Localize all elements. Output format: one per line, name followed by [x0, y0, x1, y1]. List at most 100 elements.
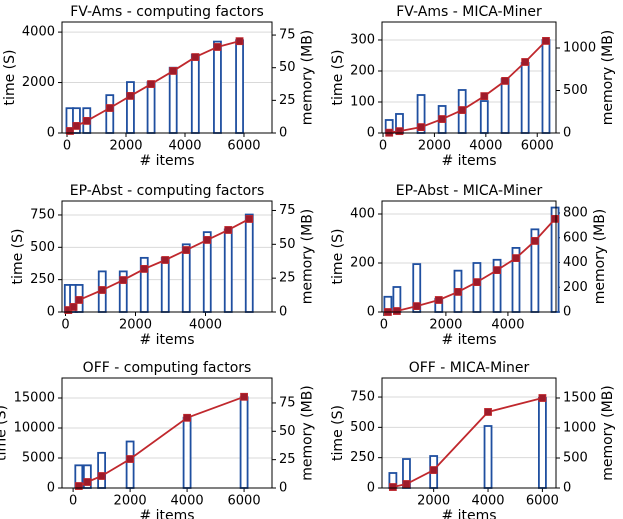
time-marker [213, 43, 222, 51]
bar [479, 100, 489, 134]
y2-tick-label: 200 [563, 280, 588, 295]
subplot: FV-Ams - MICA-Miner 0 100 200 300 0 500 1000 0 20… [330, 4, 616, 169]
time-marker [147, 80, 155, 88]
y2-tick-label: 75 [279, 28, 296, 43]
y-tick-label: 200 [350, 255, 375, 270]
x-tick-label: 0 [380, 318, 388, 333]
y2-tick-label: 25 [279, 452, 296, 467]
time-marker [224, 226, 233, 234]
bar [181, 243, 191, 313]
time-marker [105, 104, 114, 112]
y2-axis-label: memory (MB) [592, 209, 608, 305]
bar [126, 81, 135, 134]
y2-tick-label: 75 [279, 203, 296, 218]
y-tick-label: 250 [350, 450, 375, 465]
time-line [387, 218, 556, 313]
x-tick-label: 4000 [469, 139, 502, 154]
time-marker [245, 215, 254, 223]
x-tick-label: 4000 [171, 494, 204, 509]
time-marker [74, 482, 83, 490]
y2-tick-label: 0 [279, 305, 287, 320]
x-tick-label: 2000 [119, 318, 152, 333]
bar [213, 40, 222, 134]
y2-tick-label: 1500 [563, 390, 596, 405]
time-marker [72, 122, 81, 130]
bar [520, 62, 530, 134]
y-axis-label: time (S) [330, 50, 346, 106]
x-tick-label: 4000 [189, 318, 222, 333]
y-axis-label: time (S) [330, 229, 346, 285]
plot-frame [381, 21, 557, 134]
y-tick-label: 0 [47, 126, 55, 141]
x-tick-label: 4000 [491, 318, 524, 333]
y-tick-label: 500 [30, 240, 55, 255]
y-tick-label: 250 [30, 272, 55, 287]
bar [500, 78, 510, 134]
plot-frame [381, 200, 557, 313]
time-marker [493, 266, 501, 274]
y-axis-label: time (S) [330, 405, 346, 461]
y2-axis-label: memory (MB) [300, 209, 316, 305]
bar [472, 262, 482, 313]
y2-tick-label: 50 [279, 237, 296, 252]
y2-tick-label: 75 [279, 395, 296, 410]
y2-tick-label: 0 [279, 126, 287, 141]
y2-tick-label: 0 [563, 481, 571, 496]
subplot-title: OFF - MICA-Miner [409, 360, 530, 376]
y2-tick-label: 0 [563, 305, 571, 320]
time-marker [521, 58, 530, 66]
time-marker [392, 307, 401, 315]
bar [483, 425, 493, 489]
x-axis-label: # items [441, 153, 496, 169]
time-marker [75, 296, 84, 304]
bar [182, 416, 192, 489]
time-marker [434, 296, 443, 304]
x-tick-label: 6000 [521, 139, 554, 154]
time-marker [512, 254, 520, 262]
x-tick-label: 4000 [168, 139, 201, 154]
x-axis-label: # items [441, 508, 496, 519]
time-marker [388, 483, 397, 491]
y-tick-label: 0 [367, 305, 375, 320]
y-tick-label: 0 [47, 481, 55, 496]
y2-tick-label: 1000 [563, 41, 596, 56]
y-tick-label: 400 [350, 206, 375, 221]
time-line [67, 218, 250, 311]
y-tick-label: 0 [367, 481, 375, 496]
y2-axis-label: memory (MB) [600, 30, 616, 126]
time-marker [98, 286, 107, 294]
y-tick-label: 300 [350, 32, 375, 47]
y2-axis-label: memory (MB) [300, 385, 316, 481]
x-tick-label: 0 [379, 139, 387, 154]
y2-tick-label: 50 [279, 424, 296, 439]
subplot: OFF - MICA-Miner 0 250 500 750 0 500 1000 1500 20… [330, 360, 616, 519]
x-axis-label: # items [139, 508, 194, 519]
y2-tick-label: 800 [563, 206, 588, 221]
time-marker [182, 246, 191, 254]
time-marker [484, 408, 492, 416]
y-tick-label: 5000 [22, 450, 55, 465]
time-line [392, 397, 543, 488]
bar [550, 206, 560, 313]
time-marker [417, 123, 425, 132]
time-marker [203, 236, 212, 244]
y-axis-label: time (S) [0, 405, 10, 461]
plot-frame [61, 200, 273, 313]
bar [235, 39, 244, 134]
time-marker [140, 265, 149, 273]
time-marker [82, 116, 91, 125]
subplot: FV-Ams - computing factors 0 2000 4000 0 25 50… [2, 4, 316, 169]
time-marker [412, 302, 421, 311]
bar [538, 397, 547, 489]
y-tick-label: 0 [367, 126, 375, 141]
bar [168, 66, 178, 134]
time-marker [538, 394, 547, 402]
subplot-title: FV-Ams - computing factors [70, 4, 264, 20]
bar [146, 81, 156, 134]
time-marker [69, 303, 78, 311]
y2-tick-label: 50 [279, 60, 296, 75]
y2-tick-label: 1000 [563, 420, 596, 435]
time-marker [126, 455, 135, 463]
